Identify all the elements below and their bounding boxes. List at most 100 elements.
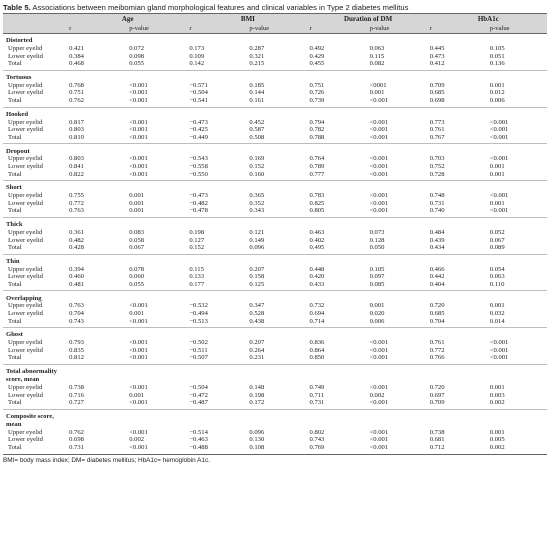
cell-r-value: −0.487: [189, 399, 208, 407]
cell-r-value: 0.777: [309, 170, 325, 178]
cell-r-value: 0.460: [69, 273, 84, 281]
section-divider: [3, 214, 547, 218]
cell-r-value: −0.504: [189, 384, 208, 392]
header-hba1c: HbA1c: [426, 13, 547, 25]
cell-r-value: 0.455: [309, 60, 325, 68]
section-title: Short: [6, 184, 22, 192]
cell-r-value: −0.449: [189, 133, 208, 141]
cell-r-value: 0.768: [69, 81, 84, 89]
cell-p-value: <0.001: [489, 354, 509, 362]
row-label: Upper eyelid: [8, 265, 43, 273]
cell-p-value: 0.343: [249, 207, 265, 215]
table-row: Total 0.810 <0.001 −0.449 0.508 0.788 <0.001 0.…: [3, 134, 547, 142]
row-label: Upper eyelid: [8, 81, 43, 89]
cell-p-value: <0.001: [489, 339, 509, 347]
section-header-row: Dropout: [3, 144, 547, 156]
cell-p-value: <0.001: [369, 170, 389, 178]
table-row: Lower eyelid 0.384 0.098 0.109 0.321 0.429 0.1…: [3, 53, 547, 61]
cell-r-value: 0.133: [189, 273, 205, 281]
table-row: Upper eyelid 0.817 <0.001 −0.473 0.452 0.794 <…: [3, 119, 547, 127]
row-label: Total: [8, 207, 22, 215]
cell-r-value: 0.492: [309, 45, 325, 52]
table-row: Upper eyelid 0.361 0.083 0.198 0.121 0.463 0.0…: [3, 229, 547, 237]
cell-p-value: 0.012: [489, 89, 505, 97]
cell-p-value: 0.063: [369, 45, 385, 52]
cell-r-value: −0.502: [189, 339, 208, 347]
table-footnote: BMI= body mass index; DM= diabetes melli…: [3, 456, 210, 464]
row-label: Upper eyelid: [8, 192, 43, 200]
cell-p-value: 0.149: [249, 236, 265, 244]
section-header-row: Overlapping: [3, 291, 547, 303]
divider-line: [3, 214, 547, 218]
section-header-row: Thin: [3, 254, 547, 266]
cell-p-value: <0.001: [489, 207, 509, 215]
cell-r-value: 0.810: [69, 133, 84, 141]
table-row: Total 0.812 <0.001 −0.507 0.231 0.850 <0.001 0.…: [3, 354, 547, 362]
cell-r-value: 0.681: [429, 436, 445, 444]
cell-p-value: 0.058: [129, 236, 145, 244]
cell-r-value: 0.720: [429, 384, 445, 392]
cell-p-value: 0.001: [489, 170, 505, 178]
cell-p-value: 0.001: [129, 207, 145, 215]
table-row: Upper eyelid 0.755 0.001 −0.473 0.365 0.783 <0…: [3, 192, 547, 200]
cell-r-value: 0.743: [309, 436, 325, 444]
header-sub-p: p-value: [246, 25, 307, 34]
cell-r-value: 0.788: [309, 133, 325, 141]
cell-p-value: <0.001: [369, 444, 389, 451]
cell-p-value: 0.365: [249, 192, 265, 200]
cell-r-value: 0.803: [69, 155, 84, 163]
cell-r-value: 0.825: [309, 199, 325, 207]
cell-r-value: 0.836: [309, 339, 325, 347]
cell-r-value: −0.478: [189, 207, 208, 215]
cell-p-value: 0.161: [249, 96, 265, 104]
table-row: Total 0.762 <0.001 −0.541 0.161 0.739 <0.001 0.…: [3, 97, 547, 105]
cell-p-value: 0.002: [369, 391, 385, 399]
cell-p-value: 0.006: [369, 317, 385, 325]
section-title: Overlapping: [6, 294, 42, 302]
divider-line: [3, 104, 547, 108]
cell-r-value: 0.761: [429, 126, 445, 134]
cell-p-value: <0.001: [369, 339, 389, 347]
cell-r-value: 0.152: [189, 244, 205, 252]
header-age: Age: [66, 13, 187, 25]
section-divider: [3, 325, 547, 329]
cell-p-value: 0.067: [129, 244, 145, 252]
row-label: Lower eyelid: [8, 52, 43, 60]
cell-p-value: <0.001: [129, 302, 148, 310]
cell-r-value: 0.727: [69, 399, 84, 407]
cell-p-value: 0.002: [129, 436, 145, 444]
cell-p-value: 0.130: [249, 436, 265, 444]
cell-p-value: <0.001: [129, 346, 148, 354]
cell-r-value: −0.532: [189, 302, 208, 310]
table-row: Upper eyelid 0.763 <0.001 −0.532 0.347 0.732 0…: [3, 302, 547, 310]
row-label: Upper eyelid: [8, 428, 43, 436]
cell-r-value: 0.404: [429, 280, 445, 288]
cell-p-value: 0.148: [249, 384, 265, 392]
cell-p-value: 0.098: [129, 52, 145, 60]
cell-r-value: 0.731: [309, 399, 325, 407]
cell-p-value: 0.051: [489, 52, 505, 60]
header-group-row: Age BMI Duration of DM HbA1c: [3, 13, 547, 25]
cell-p-value: <0.001: [489, 192, 509, 200]
section-title: Total abnormality: [6, 368, 57, 376]
cell-p-value: <0.001: [369, 436, 389, 444]
section-header-row: Distorted: [3, 34, 547, 46]
section-header-row: Total abnormality: [3, 365, 547, 377]
section-divider: [3, 178, 547, 182]
table-row: Lower eyelid 0.460 0.060 0.133 0.158 0.420 0.0…: [3, 273, 547, 281]
cell-p-value: 0.001: [369, 302, 385, 310]
cell-p-value: 0.060: [129, 273, 145, 281]
cell-r-value: 0.772: [429, 346, 445, 354]
cell-r-value: 0.484: [429, 228, 445, 236]
section-header-row: Ghost: [3, 328, 547, 340]
section-title: Tortuous: [6, 73, 32, 81]
section-header-row: score, mean: [3, 376, 547, 384]
header-bmi: BMI: [186, 13, 307, 25]
divider-line: [3, 452, 547, 455]
section-title: Composite score,: [6, 413, 54, 421]
section-divider: [3, 104, 547, 108]
cell-r-value: 0.429: [309, 52, 325, 60]
cell-r-value: 0.109: [189, 52, 205, 60]
cell-p-value: 0.055: [129, 60, 145, 68]
